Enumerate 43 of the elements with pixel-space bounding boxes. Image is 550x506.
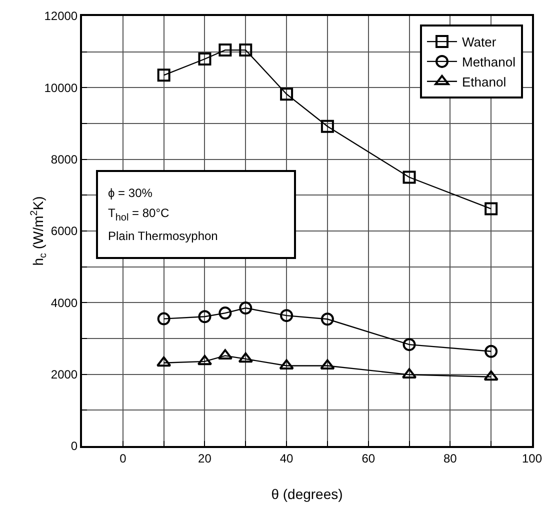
point <box>279 359 294 370</box>
y-tick-label: 2000 <box>50 368 78 382</box>
point <box>198 310 212 324</box>
y-tick-label: 6000 <box>50 224 78 238</box>
x-tick-label: 40 <box>280 451 294 466</box>
y-tick-label: 8000 <box>50 152 78 167</box>
point <box>157 312 170 326</box>
point <box>156 356 172 367</box>
point <box>402 170 416 184</box>
legend-label: Water <box>462 34 497 50</box>
y-tick-label: 10000 <box>44 80 78 95</box>
x-tick-label: 100 <box>522 451 542 466</box>
x-tick-label: 60 <box>362 451 376 466</box>
y-tick-label: 0 <box>70 439 78 454</box>
point <box>402 338 416 352</box>
point <box>198 52 212 66</box>
point <box>218 44 232 57</box>
legend-label: Ethanol <box>462 74 506 90</box>
point <box>239 44 252 57</box>
point <box>238 352 253 363</box>
point <box>484 370 498 381</box>
point <box>484 344 498 358</box>
x-tick-label: 0 <box>120 451 127 466</box>
point <box>280 309 294 322</box>
y-tick-label: 4000 <box>50 296 78 310</box>
point <box>197 354 212 366</box>
point <box>484 202 498 216</box>
legend-label: Methanol <box>462 54 516 70</box>
annotation: T$_{hol}$ = 80°C <box>108 206 170 224</box>
annotation: Plain Thermosyphon <box>108 229 219 244</box>
x-axis-title: θ (degrees) <box>271 486 343 502</box>
point <box>320 359 335 370</box>
x-tick-label: 80 <box>444 451 458 466</box>
point <box>320 120 334 133</box>
point <box>157 68 170 82</box>
text-box: ϕ = 30% T$_{hol}$ = 80°C Plain Thermosyphon <box>96 170 296 260</box>
point <box>239 302 252 315</box>
point <box>218 306 232 320</box>
x-tick-label: 20 <box>198 451 212 466</box>
point <box>320 312 334 326</box>
point <box>280 88 294 101</box>
y-tick-label: 12000 <box>44 9 78 24</box>
annotation: ϕ = 30% <box>108 186 154 200</box>
